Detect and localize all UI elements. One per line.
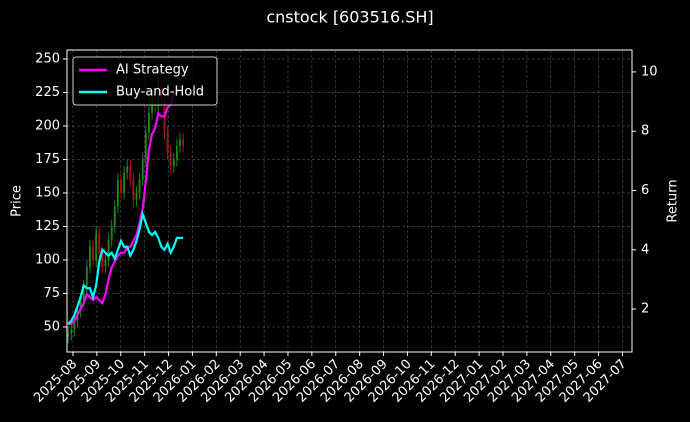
candle-body <box>132 179 135 200</box>
candle-body <box>101 253 104 267</box>
candle-body <box>182 139 185 147</box>
candle-body <box>141 159 144 180</box>
candle-body <box>82 286 85 301</box>
candle-body <box>104 259 107 267</box>
candle-body <box>107 239 110 260</box>
y2-tick-label: 10 <box>641 64 658 79</box>
candle-body <box>67 333 70 337</box>
chart-title: cnstock [603516.SH] <box>266 8 433 27</box>
candle-body <box>179 139 181 147</box>
candle-body <box>135 192 138 200</box>
candle-body <box>126 166 129 173</box>
candle-body <box>110 226 113 240</box>
candle-body <box>169 152 172 167</box>
candle-body <box>85 266 88 287</box>
y2-tick-label: 6 <box>641 183 649 198</box>
y2-tick-label: 2 <box>641 302 649 317</box>
y2-tick-label: 8 <box>641 124 649 139</box>
y-tick-label: 125 <box>35 219 60 234</box>
legend-label: Buy-and-Hold <box>116 85 204 100</box>
candle-body <box>175 146 178 160</box>
candle-body <box>70 329 73 334</box>
legend-label: AI Strategy <box>116 63 189 78</box>
candle-body <box>144 132 147 160</box>
candle-body <box>148 112 150 133</box>
y-axis-label: Price <box>10 185 25 217</box>
candle-body <box>120 179 122 193</box>
candle-body <box>116 179 119 207</box>
y-tick-label: 100 <box>35 252 60 267</box>
candle-body <box>79 300 82 311</box>
line-series <box>68 85 184 325</box>
y-tick-label: 175 <box>35 152 60 167</box>
candle-body <box>92 246 94 260</box>
y2-tick-label: 4 <box>641 242 649 257</box>
plot-frame <box>66 49 633 353</box>
y-tick-label: 225 <box>35 85 60 100</box>
y-tick-label: 250 <box>35 51 60 66</box>
legend-box <box>72 56 218 106</box>
candle-body <box>113 206 116 227</box>
candle-body <box>129 166 132 180</box>
line-series <box>67 210 184 325</box>
candle-body <box>89 246 91 267</box>
candle-body <box>123 172 126 193</box>
y-tick-label: 50 <box>43 319 60 334</box>
candle-body <box>73 320 76 330</box>
candle-body <box>166 132 169 153</box>
candle-body <box>172 159 175 167</box>
y-tick-label: 150 <box>35 185 60 200</box>
candle-body <box>95 233 98 260</box>
candle-body <box>98 233 101 254</box>
y-tick-label: 200 <box>35 118 60 133</box>
y2-axis-label: Return <box>666 179 681 222</box>
y-tick-label: 75 <box>43 286 60 301</box>
candle-body <box>138 179 141 193</box>
